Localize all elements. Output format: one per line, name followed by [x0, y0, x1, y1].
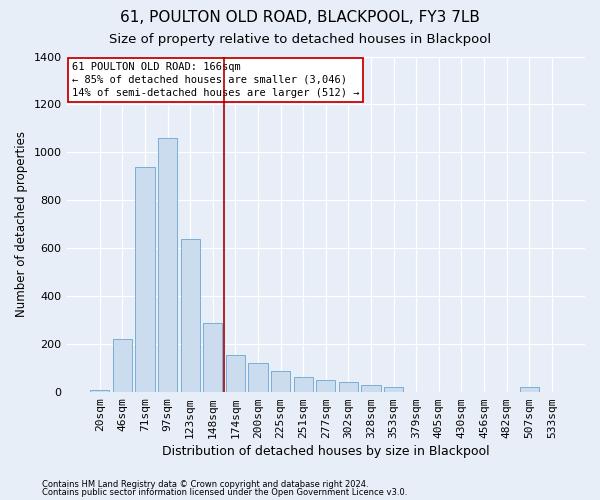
- Bar: [520, 388, 539, 392]
- Text: 61 POULTON OLD ROAD: 166sqm
← 85% of detached houses are smaller (3,046)
14% of : 61 POULTON OLD ROAD: 166sqm ← 85% of det…: [72, 62, 359, 98]
- Text: Contains public sector information licensed under the Open Government Licence v3: Contains public sector information licen…: [42, 488, 407, 497]
- Bar: [136, 167, 155, 392]
- Bar: [316, 380, 335, 392]
- Text: 61, POULTON OLD ROAD, BLACKPOOL, FY3 7LB: 61, POULTON OLD ROAD, BLACKPOOL, FY3 7LB: [120, 10, 480, 25]
- Bar: [361, 385, 380, 392]
- Bar: [90, 390, 109, 392]
- Bar: [271, 370, 290, 392]
- Bar: [113, 340, 132, 392]
- Text: Size of property relative to detached houses in Blackpool: Size of property relative to detached ho…: [109, 32, 491, 46]
- Bar: [384, 387, 403, 392]
- Bar: [158, 138, 177, 392]
- Bar: [293, 376, 313, 392]
- Y-axis label: Number of detached properties: Number of detached properties: [15, 132, 28, 318]
- Text: Contains HM Land Registry data © Crown copyright and database right 2024.: Contains HM Land Registry data © Crown c…: [42, 480, 368, 489]
- Bar: [248, 364, 268, 392]
- Bar: [203, 322, 223, 392]
- Bar: [339, 382, 358, 392]
- Bar: [181, 238, 200, 392]
- Bar: [226, 355, 245, 392]
- X-axis label: Distribution of detached houses by size in Blackpool: Distribution of detached houses by size …: [162, 444, 490, 458]
